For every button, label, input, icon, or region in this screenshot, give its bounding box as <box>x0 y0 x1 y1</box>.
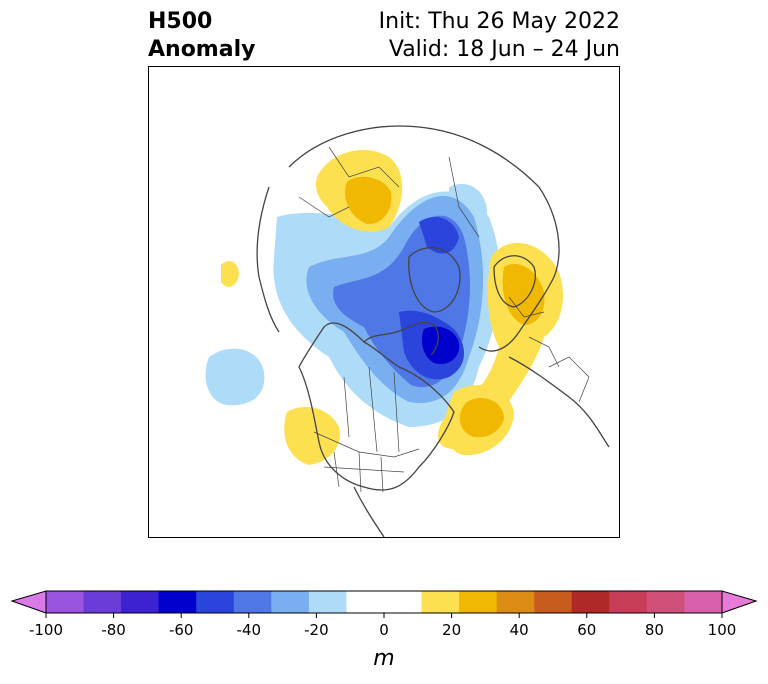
colorbar-units-label: m <box>373 646 395 671</box>
colorbar-tick-label: -60 <box>169 621 194 639</box>
colorbar-cell <box>421 591 460 613</box>
border-europe-2 <box>528 336 560 368</box>
colorbar-ticks: -100 -80 -60 -40 -20 0 20 40 60 80 100 <box>29 613 736 639</box>
colorbar-cell <box>271 591 310 613</box>
coastline-scandinavia <box>493 255 536 308</box>
border-us-states-3 <box>380 456 384 493</box>
anomaly-pos-20-northpacific <box>345 176 392 225</box>
colorbar-under-arrow <box>10 590 47 614</box>
border-africa-1 <box>548 356 590 403</box>
colorbar-cell <box>308 591 347 613</box>
border-europe-1 <box>508 296 545 318</box>
border-russia-1 <box>448 156 480 238</box>
colorbar-cell <box>83 591 122 613</box>
colorbar-tick-label: -100 <box>29 621 63 639</box>
colorbar-cell <box>534 591 573 613</box>
colorbar-cell <box>346 591 385 613</box>
colorbar-tick-label: 40 <box>510 621 529 639</box>
border-asia-1 <box>328 146 400 188</box>
colorbar-cell <box>384 591 423 613</box>
border-us-states-2 <box>358 451 362 493</box>
coastlines <box>256 125 610 537</box>
border-asia-2 <box>298 196 350 218</box>
colorbar: -100 -80 -60 -40 -20 0 20 40 60 80 100 <box>10 590 758 639</box>
map-panel <box>148 66 620 538</box>
colorbar-cell <box>609 591 648 613</box>
colorbar-cell <box>496 591 535 613</box>
coastline-arctic-canada <box>363 321 439 356</box>
colorbar-tick-label: -20 <box>304 621 329 639</box>
coastline-north-africa <box>508 356 610 448</box>
colorbar-tick-label: -40 <box>237 621 262 639</box>
border-us-canada <box>313 431 420 458</box>
colorbar-cell <box>158 591 197 613</box>
colorbar-tick-label: 0 <box>379 621 389 639</box>
valid-range: Valid: 18 Jun – 24 Jun <box>388 37 620 62</box>
coastline-central-america <box>353 486 385 537</box>
colorbar-tick-label: 100 <box>708 621 737 639</box>
coastline-north-america <box>298 322 455 491</box>
colorbar-tick-label: 60 <box>577 621 596 639</box>
colorbar-cell <box>459 591 498 613</box>
init-date: Init: Thu 26 May 2022 <box>378 9 620 34</box>
border-us-states-4 <box>323 466 405 473</box>
variable-label: H500 <box>148 9 213 34</box>
colorbar-cells <box>46 591 723 613</box>
colorbar-cell <box>233 591 272 613</box>
field-label: Anomaly <box>148 37 256 62</box>
border-canada-provinces <box>343 366 400 453</box>
colorbar-tick-label: 20 <box>442 621 461 639</box>
anomaly-neg-40-north <box>419 217 459 254</box>
colorbar-cell <box>684 591 723 613</box>
colorbar-cell <box>571 591 610 613</box>
anomaly-map <box>205 125 610 537</box>
colorbar-cell <box>646 591 685 613</box>
coastline-eurasia <box>288 125 560 352</box>
colorbar-cell <box>121 591 160 613</box>
border-us-states-1 <box>333 451 340 488</box>
anomaly-pos-10-westus <box>284 407 340 465</box>
anomaly-neg-10-pacific <box>205 348 265 406</box>
anomaly-pos-10-small <box>221 261 239 287</box>
colorbar-cell <box>46 591 85 613</box>
coastline-asia-east <box>256 186 280 333</box>
colorbar-over-arrow <box>721 590 758 614</box>
political-borders <box>298 146 590 493</box>
colorbar-tick-label: -80 <box>101 621 126 639</box>
colorbar-tick-label: 80 <box>645 621 664 639</box>
anomaly-pos-20-atlantic <box>459 398 504 438</box>
map-title: H500 Anomaly <box>148 8 255 64</box>
forecast-dates: Init: Thu 26 May 2022 Valid: 18 Jun – 24… <box>379 8 620 64</box>
coastline-greenland <box>408 247 461 313</box>
colorbar-cell <box>196 591 235 613</box>
